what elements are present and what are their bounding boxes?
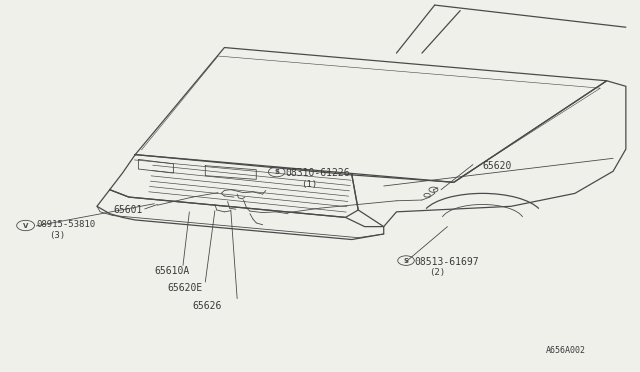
Text: 65626: 65626 <box>193 301 222 311</box>
Text: 65601: 65601 <box>113 205 142 215</box>
Text: 08310-61226: 08310-61226 <box>285 168 349 178</box>
Text: 65620: 65620 <box>483 161 512 171</box>
Text: A656A002: A656A002 <box>546 346 586 355</box>
Text: 65620E: 65620E <box>167 283 202 292</box>
Text: V: V <box>23 222 28 228</box>
Text: (2): (2) <box>429 268 445 277</box>
Text: 08513-61697: 08513-61697 <box>414 257 479 267</box>
Text: (1): (1) <box>301 180 317 189</box>
Text: S: S <box>274 169 279 175</box>
Text: 65610A: 65610A <box>154 266 189 276</box>
Text: S: S <box>404 257 408 264</box>
Text: 08915-53810: 08915-53810 <box>36 220 95 229</box>
Text: (3): (3) <box>49 231 65 240</box>
